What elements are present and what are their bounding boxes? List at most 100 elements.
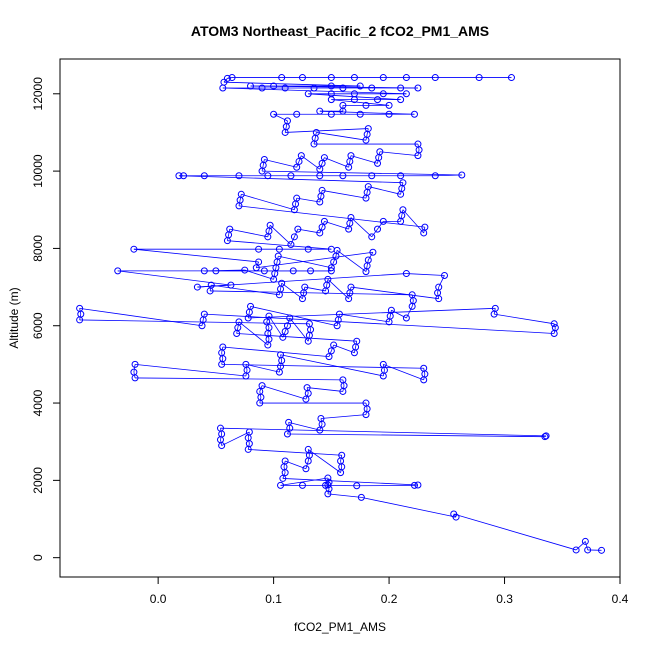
series-line-segment <box>288 421 320 431</box>
data-point <box>410 481 418 489</box>
y-axis-label: Altitude (m) <box>7 287 21 348</box>
data-point <box>385 101 393 109</box>
data-point <box>302 465 310 473</box>
data-point <box>376 148 384 156</box>
series-line-segment <box>261 385 307 400</box>
series-line-segment <box>197 273 407 288</box>
data-point <box>130 245 138 253</box>
series-line-segment <box>327 279 349 299</box>
data-point <box>226 225 234 233</box>
data-point <box>279 333 287 341</box>
x-axis: 0.0 0.1 0.2 0.3 0.4 <box>150 576 629 606</box>
data-point <box>265 312 273 320</box>
data-point <box>369 248 377 256</box>
data-point <box>335 310 343 318</box>
data-point <box>270 82 278 90</box>
data-point <box>399 179 407 187</box>
series-line-segment <box>406 273 445 276</box>
data-point <box>305 320 313 328</box>
series-line-segment <box>278 255 332 269</box>
data-point <box>235 318 243 326</box>
series-line-segment <box>248 449 342 456</box>
series-line-segment <box>316 132 367 141</box>
y-axis: 0 2000 4000 6000 8000 10000 12000 <box>31 77 61 561</box>
data-point <box>279 474 287 482</box>
series-line-segment <box>406 306 413 319</box>
data-point <box>274 252 282 260</box>
data-point <box>402 90 410 98</box>
series-line-segment <box>333 344 355 354</box>
series-line-segment <box>379 151 418 157</box>
series-line-segment <box>290 236 295 245</box>
data-point <box>368 233 376 241</box>
data-point <box>277 481 285 489</box>
series-line-segment <box>204 269 245 272</box>
data-point <box>324 275 332 283</box>
data-point <box>295 157 303 165</box>
series-line-segment <box>269 224 292 245</box>
data-point <box>252 264 260 272</box>
data-point <box>316 165 324 173</box>
series-line-segment <box>245 363 280 373</box>
series-line-segment <box>280 477 328 486</box>
data-point <box>255 245 263 253</box>
series-line-segment <box>322 190 367 199</box>
data-point <box>327 245 335 253</box>
data-point <box>324 490 332 498</box>
data-point <box>421 223 429 231</box>
data-point <box>347 152 355 160</box>
data-point <box>290 233 298 241</box>
data-point <box>260 156 268 164</box>
data-point <box>368 172 376 180</box>
data-point <box>397 84 405 92</box>
series-line-segment <box>135 363 246 377</box>
data-point <box>410 110 418 118</box>
data-point <box>347 283 355 291</box>
series-line-segment <box>301 155 321 170</box>
data-point <box>227 281 235 289</box>
data-point <box>260 267 268 275</box>
series-line-segment <box>79 307 203 327</box>
series-line-segment <box>324 157 349 168</box>
data-point <box>458 171 466 179</box>
series-line-segment <box>494 313 555 325</box>
data-point <box>362 399 370 407</box>
data-point <box>281 457 289 465</box>
data-point <box>364 256 372 264</box>
data-point <box>356 82 364 90</box>
data-point <box>339 376 347 384</box>
series-line-segment <box>402 209 425 234</box>
y-tick-label: 10000 <box>31 154 45 188</box>
data-point <box>322 481 330 489</box>
series-line-segment <box>285 460 307 470</box>
series-line-segment <box>544 435 547 438</box>
data-point <box>327 90 335 98</box>
series-line-segment <box>339 313 390 323</box>
data-point <box>207 281 215 289</box>
series-line-segment <box>289 317 309 342</box>
series-line-segment <box>238 321 269 346</box>
data-point <box>258 382 266 390</box>
data-point <box>435 283 443 291</box>
series-line-segment <box>371 228 378 238</box>
series-line-segment <box>244 269 274 280</box>
data-point <box>294 225 302 233</box>
data-point <box>318 186 326 194</box>
data-point <box>228 74 236 82</box>
series-line-segment <box>361 496 457 518</box>
data-point <box>452 513 460 521</box>
series-line-segment <box>327 477 330 483</box>
series-line-segment <box>222 346 330 358</box>
data-point <box>414 84 422 92</box>
data-point <box>180 172 188 180</box>
data-point <box>281 84 289 92</box>
data-point <box>584 546 592 554</box>
data-point <box>298 74 306 82</box>
data-point <box>431 74 439 82</box>
data-point <box>364 125 372 133</box>
data-point <box>320 217 328 225</box>
series-line-segment <box>268 315 284 338</box>
data-point <box>414 481 422 489</box>
series-line-segment <box>319 110 415 115</box>
